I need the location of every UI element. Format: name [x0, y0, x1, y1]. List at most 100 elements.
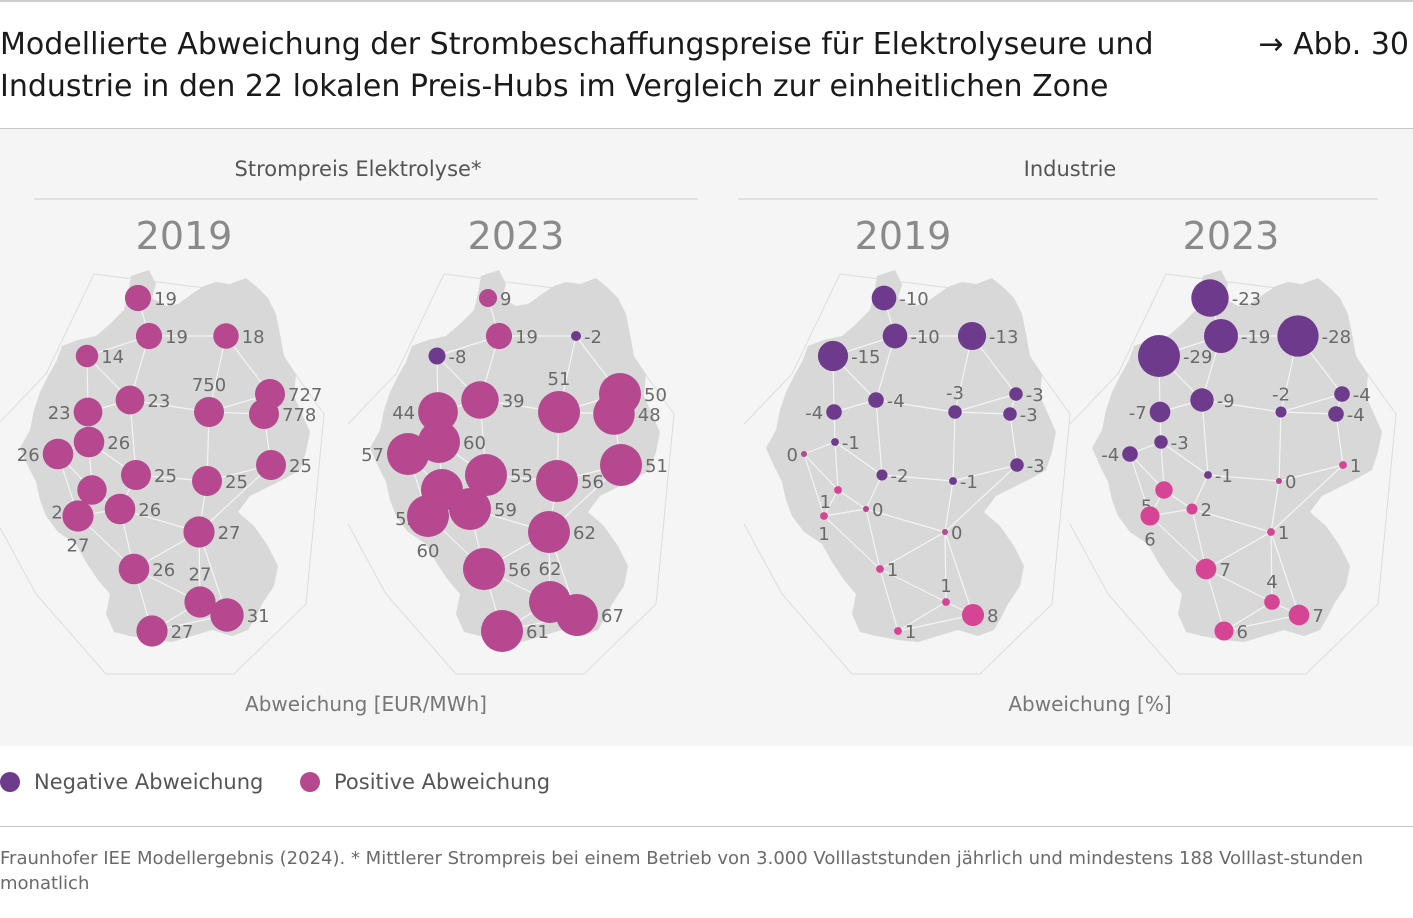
connection-line — [1201, 399, 1209, 476]
data-label-hub-19: 1 — [887, 560, 898, 581]
bubble-hub-16 — [863, 506, 869, 512]
group-title-elektrolyse: Strompreis Elektrolyse* — [235, 157, 482, 181]
bubble-hub-15 — [1010, 458, 1024, 472]
bubble-hub-15 — [1339, 461, 1347, 469]
legend-label-negative: Negative Abweichung — [34, 770, 264, 794]
year-label: 2023 — [1183, 214, 1280, 258]
connection-line — [952, 411, 956, 482]
data-label-hub-7: 727 — [288, 385, 322, 406]
bubble-hub-3 — [1277, 315, 1319, 357]
bubble-hub-6 — [948, 405, 962, 419]
data-label-hub-16: 2 — [1201, 500, 1212, 521]
data-label-hub-18: 1 — [1278, 523, 1289, 544]
connection-line — [875, 399, 883, 476]
data-label-hub-20: 62 — [539, 559, 562, 580]
connection-line — [1270, 464, 1344, 533]
data-label-hub-15: 1 — [1350, 456, 1361, 477]
unit-label-elektrolyse: Abweichung [EUR/MWh] — [245, 692, 487, 716]
bubble-hub-12 — [876, 469, 888, 481]
data-label-hub-18: 27 — [218, 523, 241, 544]
bubble-hub-6 — [194, 397, 224, 427]
bubble-hub-21 — [1288, 604, 1310, 626]
data-label-hub-10: 60 — [463, 433, 486, 454]
connection-line — [1149, 515, 1207, 570]
bubble-hub-14 — [834, 486, 842, 494]
bubble-hub-10 — [831, 438, 839, 446]
data-label-hub-20: 27 — [189, 564, 212, 585]
data-label-hub-11: 26 — [17, 445, 40, 466]
data-label-hub-11: -4 — [1101, 445, 1119, 466]
connection-line — [1280, 393, 1343, 413]
bubble-hub-12 — [1204, 471, 1212, 479]
bubble-hub-5 — [1190, 388, 1214, 412]
connection-line — [823, 489, 839, 517]
bubble-hub-19 — [1195, 558, 1217, 580]
data-label-hub-8: -4 — [805, 403, 823, 424]
connection-line — [865, 474, 883, 510]
map-frame — [0, 273, 325, 675]
title-line-2: Industrie in den 22 lokalen Preis-Hubs i… — [0, 69, 1109, 104]
connection-line — [944, 464, 1018, 533]
data-label-hub-12: -2 — [891, 466, 909, 487]
data-label-hub-12: -1 — [1215, 466, 1233, 487]
data-label-hub-5: -9 — [1217, 391, 1235, 412]
data-label-hub-17: 1 — [818, 524, 829, 545]
page-title: Modellierte Abweichung der Strombeschaff… — [0, 24, 1200, 108]
figure-reference: → Abb. 30 — [1258, 27, 1409, 62]
data-label-hub-15: 25 — [289, 456, 312, 477]
connection-line — [823, 508, 867, 517]
connection-line — [823, 515, 881, 570]
data-label-hub-12: 25 — [154, 466, 177, 487]
bubble-hub-11 — [387, 433, 429, 475]
bubble-hub-20 — [1264, 594, 1280, 610]
bubble-hub-1 — [479, 289, 497, 307]
map-frame — [347, 273, 675, 675]
data-label-hub-2: 19 — [515, 327, 538, 348]
bubble-hub-19 — [463, 548, 505, 590]
data-label-hub-17: 60 — [417, 541, 440, 562]
connection-line — [879, 568, 947, 603]
bubble-hub-8 — [1149, 401, 1171, 423]
data-label-hub-10: -1 — [842, 433, 860, 454]
bubble-hub-18 — [528, 511, 570, 553]
bubble-hub-17 — [407, 495, 449, 537]
connection-line — [803, 453, 839, 491]
bubble-hub-20 — [942, 598, 950, 606]
connection-line — [1207, 474, 1280, 482]
connection-line — [879, 568, 899, 632]
data-label-hub-13: -1 — [960, 472, 978, 493]
data-label-hub-1: -10 — [899, 289, 928, 310]
bubble-hub-1 — [1191, 279, 1229, 317]
bubble-hub-4 — [1138, 335, 1180, 377]
connection-line — [865, 508, 946, 533]
bubble-hub-14 — [1155, 481, 1173, 499]
data-label-hub-4: -15 — [851, 347, 880, 368]
connection-line — [865, 508, 881, 570]
data-label-hub-17: 6 — [1144, 530, 1155, 551]
data-label-hub-21: 67 — [601, 606, 624, 627]
connection-line — [881, 474, 954, 482]
connection-line — [1270, 480, 1280, 533]
bubble-hub-15 — [256, 450, 286, 480]
bubble-hub-11 — [42, 438, 74, 470]
data-label-hub-4: -29 — [1183, 347, 1212, 368]
connection-line — [1191, 508, 1272, 533]
connection-line — [944, 531, 947, 603]
data-label-hub-17: 27 — [67, 536, 90, 557]
bubble-hub-2 — [882, 323, 908, 349]
legend-item-negative: Negative Abweichung — [0, 770, 263, 794]
bubble-hub-21 — [556, 594, 598, 636]
bubble-hub-10 — [73, 426, 105, 458]
bubble-hub-2 — [485, 322, 513, 350]
connection-line — [944, 480, 954, 533]
bubble-hub-15 — [600, 444, 642, 486]
bubble-hub-3 — [213, 323, 239, 349]
legend-item-positive: Positive Abweichung — [300, 770, 550, 794]
data-label-hub-22: 1 — [905, 622, 916, 643]
bubble-hub-22 — [481, 610, 523, 652]
connection-line — [1205, 568, 1225, 632]
bubble-hub-8 — [826, 404, 842, 420]
data-label-hub-1: -23 — [1232, 289, 1261, 310]
bubble-hub-18 — [1267, 528, 1275, 536]
bubble-hub-14 — [77, 475, 107, 505]
